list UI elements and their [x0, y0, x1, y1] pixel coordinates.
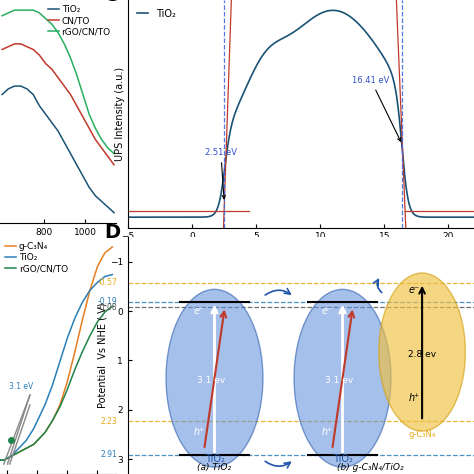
Legend: TiO₂: TiO₂ [133, 5, 180, 23]
Legend: g-C₃N₄, TiO₂, rGO/CN/TO: g-C₃N₄, TiO₂, rGO/CN/TO [5, 242, 69, 274]
Text: 3.1 eV: 3.1 eV [9, 382, 33, 391]
Text: g-C₃N₄: g-C₃N₄ [409, 430, 436, 439]
Text: h⁺: h⁺ [194, 427, 205, 437]
Text: -0.19: -0.19 [98, 297, 118, 306]
Text: e⁻: e⁻ [408, 285, 419, 295]
Text: (b) g-C₃N₄/TiO₂: (b) g-C₃N₄/TiO₂ [337, 463, 403, 472]
Text: 3.1 ev: 3.1 ev [197, 376, 226, 385]
Text: h⁺: h⁺ [322, 427, 333, 437]
Text: TiO₂: TiO₂ [333, 454, 353, 464]
Text: 16.41 eV: 16.41 eV [352, 76, 401, 141]
Text: 2.23: 2.23 [101, 417, 118, 426]
Y-axis label: Potential  Vs NHE ( V): Potential Vs NHE ( V) [97, 303, 107, 408]
Ellipse shape [294, 289, 391, 467]
Text: h⁺: h⁺ [408, 393, 419, 403]
Text: -0.08: -0.08 [98, 302, 118, 311]
Legend: TiO₂, CN/TO, rGO/CN/TO: TiO₂, CN/TO, rGO/CN/TO [47, 5, 111, 37]
Text: -0.57: -0.57 [98, 278, 118, 287]
Text: 2.8 ev: 2.8 ev [408, 350, 437, 359]
Text: C: C [104, 0, 118, 5]
Text: 2.91: 2.91 [101, 450, 118, 459]
Ellipse shape [379, 273, 465, 431]
Text: D: D [104, 223, 120, 242]
Ellipse shape [166, 289, 263, 467]
X-axis label: Binding Energy (eV): Binding Energy (eV) [238, 246, 364, 255]
Text: 3.1 ev: 3.1 ev [325, 376, 354, 385]
Text: e⁻: e⁻ [194, 306, 205, 316]
Y-axis label: UPS Intensity (a.u.): UPS Intensity (a.u.) [115, 67, 125, 161]
Text: 2.51 eV: 2.51 eV [205, 148, 237, 199]
Text: TiO₂: TiO₂ [205, 454, 224, 464]
Text: (a) TiO₂: (a) TiO₂ [198, 463, 231, 472]
Text: e⁻: e⁻ [322, 306, 333, 316]
X-axis label: m): m) [52, 239, 64, 249]
